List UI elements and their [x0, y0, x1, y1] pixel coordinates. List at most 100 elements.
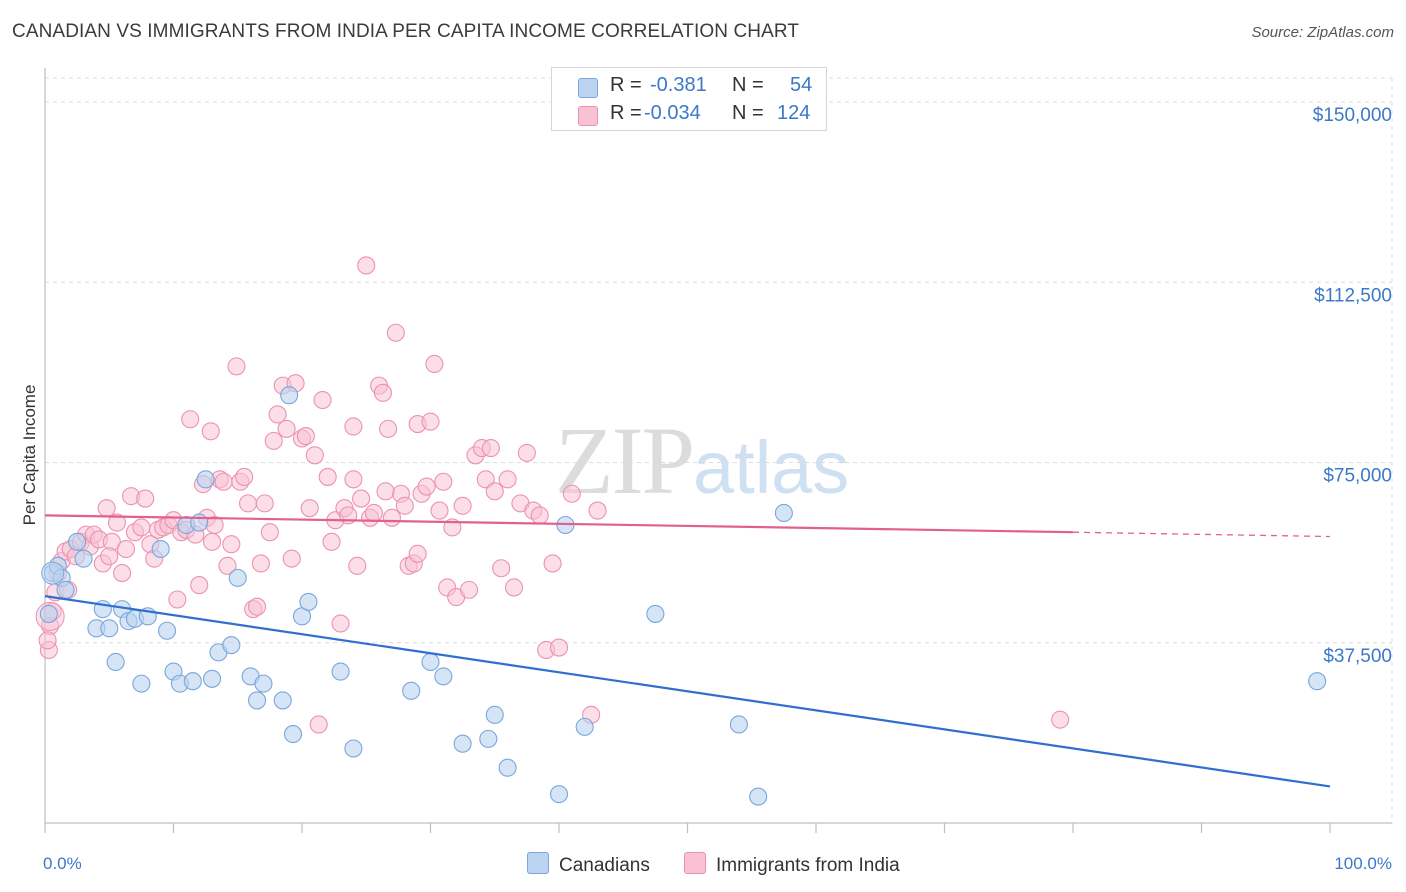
- data-point-canadians: [479, 729, 498, 748]
- legend-r-value: -0.034: [644, 102, 701, 124]
- data-point-canadians: [485, 705, 504, 724]
- data-point-india: [425, 354, 444, 374]
- legend-n-label: N =: [732, 102, 764, 124]
- legend-swatch-canadians: [527, 852, 549, 874]
- data-point-canadians: [39, 604, 58, 623]
- data-point-india: [492, 559, 511, 578]
- data-point-india: [227, 357, 246, 376]
- data-point-india: [588, 501, 607, 520]
- data-point-canadians: [68, 532, 87, 551]
- trend-lines: [44, 514, 1331, 788]
- data-point-canadians: [549, 785, 569, 804]
- data-point-india: [268, 405, 287, 424]
- x-tick-label: 100.0%: [1334, 854, 1392, 873]
- data-point-india: [421, 412, 440, 431]
- series-canadians-points: [39, 386, 1327, 806]
- data-point-canadians: [273, 691, 292, 710]
- data-point-india: [282, 549, 301, 568]
- y-tick-label: $150,000: [1313, 105, 1392, 126]
- data-point-canadians: [774, 503, 793, 523]
- y-axis-label: Per Capita Income: [20, 385, 39, 526]
- data-point-india: [203, 532, 222, 551]
- data-point-india: [305, 446, 324, 465]
- data-point-canadians: [749, 787, 768, 806]
- chart-title: CANADIAN VS IMMIGRANTS FROM INDIA PER CA…: [12, 21, 800, 42]
- data-point-canadians: [575, 717, 594, 736]
- data-point-india: [300, 499, 319, 518]
- data-point-india: [201, 422, 220, 441]
- legend-item-canadians: Canadians: [527, 852, 650, 877]
- data-point-canadians: [331, 662, 350, 681]
- series-india-points: [35, 256, 1070, 734]
- trend-line-india-extension: [1072, 531, 1331, 538]
- data-point-india: [373, 383, 393, 402]
- data-point-india: [331, 614, 350, 633]
- data-point-canadians-cluster: [41, 561, 65, 585]
- legend-swatch-blue: [578, 78, 598, 98]
- data-point-canadians: [183, 672, 202, 691]
- gridlines: [45, 77, 1393, 823]
- data-point-india: [481, 439, 500, 458]
- data-point-canadians: [222, 636, 241, 655]
- data-point-india: [214, 472, 233, 491]
- data-point-india: [562, 484, 581, 503]
- data-point-india: [543, 554, 562, 573]
- data-point-india: [218, 556, 237, 575]
- data-point-india: [260, 523, 279, 542]
- legend-swatch-india: [684, 852, 706, 874]
- legend-n-value: 124: [777, 102, 811, 124]
- data-point-india: [222, 535, 241, 554]
- data-point-india: [247, 597, 267, 616]
- data-point-canadians: [646, 604, 665, 623]
- legend-item-india: Immigrants from India: [684, 852, 900, 877]
- trend-line-canadians: [44, 595, 1331, 788]
- data-point-canadians: [228, 568, 247, 587]
- y-tick-label: $37,500: [1323, 646, 1392, 667]
- data-point-canadians: [158, 621, 177, 640]
- data-point-india: [344, 470, 363, 489]
- legend-swatch-pink: [578, 106, 598, 126]
- data-point-canadians: [421, 652, 440, 672]
- data-point-india: [417, 477, 436, 496]
- data-point-india: [168, 590, 187, 609]
- data-point-canadians: [203, 669, 222, 688]
- data-point-india: [296, 427, 315, 446]
- data-point-canadians: [453, 734, 472, 753]
- data-point-canadians: [74, 549, 93, 568]
- correlation-legend: R = -0.381 N = 54 R = -0.034 N = 124: [551, 67, 827, 131]
- data-point-india: [459, 580, 479, 599]
- data-point-canadians: [106, 652, 125, 672]
- data-point-canadians: [283, 725, 303, 744]
- data-point-india: [549, 638, 569, 657]
- data-point-india: [382, 508, 402, 527]
- legend-n-value: 54: [790, 74, 813, 96]
- data-point-india: [376, 482, 395, 501]
- data-point-india: [395, 496, 414, 515]
- data-point-india: [504, 578, 524, 597]
- trend-line-india: [44, 514, 1074, 534]
- legend-label-canadians: Canadians: [559, 855, 650, 876]
- data-point-india: [517, 443, 536, 462]
- data-point-canadians: [151, 539, 170, 559]
- data-point-canadians: [254, 674, 273, 693]
- data-point-india: [116, 539, 136, 559]
- data-point-india: [313, 390, 332, 410]
- data-point-india: [309, 715, 328, 734]
- data-point-canadians: [729, 715, 748, 734]
- data-point-india: [238, 494, 258, 513]
- data-point-canadians: [498, 758, 517, 777]
- data-point-india: [132, 518, 151, 537]
- data-point-india: [181, 410, 200, 429]
- data-point-india: [530, 506, 549, 525]
- data-point-canadians: [402, 681, 421, 700]
- axis-ticks: $37,500 $75,000 $112,500 $150,000 0.0% 100.0%: [43, 105, 1392, 873]
- data-point-india: [386, 323, 405, 342]
- legend-r-label: R =: [610, 102, 642, 124]
- data-point-india: [408, 544, 427, 563]
- data-point-india: [485, 482, 504, 501]
- data-point-india: [498, 470, 517, 489]
- legend-label-india: Immigrants from India: [716, 855, 900, 876]
- axes: [44, 68, 1392, 833]
- data-point-india: [434, 472, 453, 491]
